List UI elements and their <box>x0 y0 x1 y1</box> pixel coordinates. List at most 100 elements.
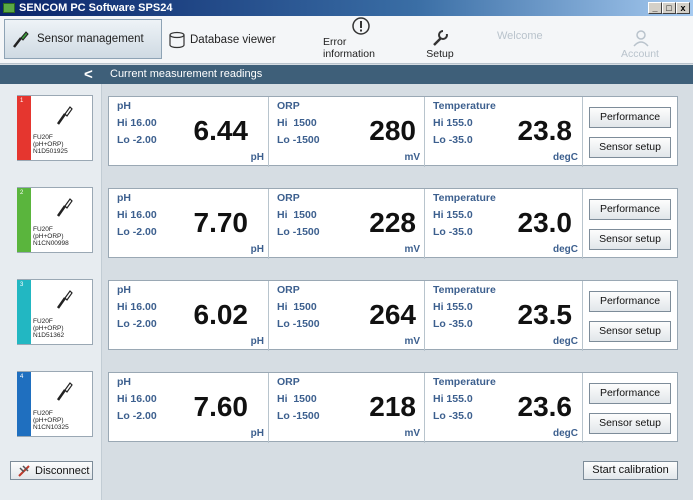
performance-button[interactable]: Performance <box>589 291 671 312</box>
sensor-info: FU20F (pH+ORP) N1D51362 <box>33 318 64 339</box>
sensor-info: FU20F (pH+ORP) N1CN10325 <box>33 410 69 431</box>
performance-button[interactable]: Performance <box>589 199 671 220</box>
orp-unit: mV <box>404 152 420 163</box>
probe-icon <box>56 290 73 309</box>
sensor-color-bar <box>17 96 31 160</box>
performance-button[interactable]: Performance <box>589 383 671 404</box>
reading-panel-2: pH Hi 16.00 Lo -2.00 7.70 pH ORP Hi 1500… <box>108 188 678 259</box>
sensor-setup-button[interactable]: Sensor setup <box>589 413 671 434</box>
orp-section: ORP Hi 1500 Lo -1500 218 mV <box>269 373 425 443</box>
performance-button[interactable]: Performance <box>589 107 671 128</box>
start-calibration-button[interactable]: Start calibration <box>583 461 678 480</box>
ph-value: 6.02 <box>193 299 249 330</box>
sensor-info: FU20F (pH+ORP) N1CN00998 <box>33 226 69 247</box>
sensor-card-2[interactable]: 2 FU20F (pH+ORP) N1CN00998 <box>17 187 93 253</box>
account-icon <box>633 30 649 47</box>
orp-lo-limit: Lo -1500 <box>277 318 320 330</box>
temperature-value: 23.8 <box>517 115 573 146</box>
ph-unit: pH <box>250 152 264 163</box>
sensor-serial: N1CN00998 <box>33 240 69 247</box>
temperature-unit: degC <box>553 428 578 439</box>
ph-unit: pH <box>250 336 264 347</box>
wrench-icon <box>433 30 448 46</box>
temperature-value: 23.5 <box>517 299 573 330</box>
sensor-management-label: Sensor management <box>37 33 144 45</box>
orp-value: 218 <box>369 391 416 422</box>
temperature-hi-limit: Hi 155.0 <box>433 301 473 313</box>
ph-section: pH Hi 16.00 Lo -2.00 6.02 pH <box>109 281 269 351</box>
temperature-value: 23.0 <box>517 207 573 238</box>
sensor-model: FU20F <box>33 410 53 417</box>
sensor-management-tab[interactable]: Sensor management <box>4 19 162 59</box>
app-icon <box>3 3 15 13</box>
setup-tab[interactable]: Setup <box>420 16 460 64</box>
close-button[interactable]: x <box>676 2 690 14</box>
sensor-setup-button[interactable]: Sensor setup <box>589 137 671 158</box>
account-button[interactable]: Account <box>615 16 665 64</box>
sensor-index: 1 <box>20 98 24 104</box>
orp-section: ORP Hi 1500 Lo -1500 280 mV <box>269 97 425 167</box>
orp-section: ORP Hi 1500 Lo -1500 264 mV <box>269 281 425 351</box>
main-toolbar: Sensor management Database viewer Error … <box>0 16 693 64</box>
probe-icon <box>56 106 73 125</box>
orp-title: ORP <box>277 284 300 296</box>
temperature-title: Temperature <box>433 376 496 388</box>
minimize-button[interactable]: _ <box>648 2 662 14</box>
temperature-unit: degC <box>553 336 578 347</box>
database-icon <box>169 31 185 49</box>
temperature-section: Temperature Hi 155.0 Lo -35.0 23.6 degC <box>425 373 583 443</box>
setup-label: Setup <box>426 48 454 60</box>
ph-title: pH <box>117 100 131 112</box>
ph-title: pH <box>117 192 131 204</box>
sensor-card-1[interactable]: 1 FU20F (pH+ORP) N1D501925 <box>17 95 93 161</box>
window-title: SENCOM PC Software SPS24 <box>19 2 173 14</box>
sensor-serial: N1D501925 <box>33 148 68 155</box>
sensor-type: (pH+ORP) <box>33 233 64 240</box>
orp-value: 280 <box>369 115 416 146</box>
probe-icon <box>56 198 73 217</box>
ph-section: pH Hi 16.00 Lo -2.00 6.44 pH <box>109 97 269 167</box>
orp-value: 228 <box>369 207 416 238</box>
orp-unit: mV <box>404 244 420 255</box>
orp-lo-limit: Lo -1500 <box>277 410 320 422</box>
database-viewer-tab[interactable]: Database viewer <box>168 16 276 64</box>
disconnect-button[interactable]: Disconnect <box>10 461 93 480</box>
sensor-serial: N1D51362 <box>33 332 65 339</box>
orp-hi-limit: Hi 1500 <box>277 393 317 405</box>
window-controls: _ □ x <box>648 2 690 14</box>
sensor-serial: N1CN10325 <box>33 424 69 431</box>
sensor-card-3[interactable]: 3 FU20F (pH+ORP) N1D51362 <box>17 279 93 345</box>
sensor-setup-button[interactable]: Sensor setup <box>589 321 671 342</box>
orp-unit: mV <box>404 336 420 347</box>
welcome-label: Welcome <box>497 30 543 42</box>
ph-section: pH Hi 16.00 Lo -2.00 7.60 pH <box>109 373 269 443</box>
ph-unit: pH <box>250 244 264 255</box>
temperature-title: Temperature <box>433 284 496 296</box>
temperature-title: Temperature <box>433 100 496 112</box>
maximize-button[interactable]: □ <box>662 2 676 14</box>
sensor-setup-button[interactable]: Sensor setup <box>589 229 671 250</box>
ph-value: 6.44 <box>193 115 249 146</box>
temperature-unit: degC <box>553 152 578 163</box>
disconnect-label: Disconnect <box>35 464 90 477</box>
ph-hi-limit: Hi 16.00 <box>117 301 157 313</box>
reading-panel-1: pH Hi 16.00 Lo -2.00 6.44 pH ORP Hi 1500… <box>108 96 678 167</box>
ph-lo-limit: Lo -2.00 <box>117 318 157 330</box>
ph-hi-limit: Hi 16.00 <box>117 209 157 221</box>
temperature-section: Temperature Hi 155.0 Lo -35.0 23.5 degC <box>425 281 583 351</box>
orp-section: ORP Hi 1500 Lo -1500 228 mV <box>269 189 425 259</box>
ph-value: 7.60 <box>193 391 249 422</box>
temperature-section: Temperature Hi 155.0 Lo -35.0 23.8 degC <box>425 97 583 167</box>
probe-icon <box>56 382 73 401</box>
sensor-color-bar <box>17 372 31 436</box>
section-header: < Current measurement readings <box>0 65 693 84</box>
section-title: Current measurement readings <box>110 68 263 80</box>
sensor-card-4[interactable]: 4 FU20F (pH+ORP) N1CN10325 <box>17 371 93 437</box>
temperature-title: Temperature <box>433 192 496 204</box>
orp-hi-limit: Hi 1500 <box>277 209 317 221</box>
temperature-lo-limit: Lo -35.0 <box>433 226 473 238</box>
sensor-info: FU20F (pH+ORP) N1D501925 <box>33 134 68 155</box>
error-information-tab[interactable]: Error information <box>323 16 399 64</box>
ph-value: 7.70 <box>193 207 249 238</box>
back-chevron-icon[interactable]: < <box>84 66 93 83</box>
